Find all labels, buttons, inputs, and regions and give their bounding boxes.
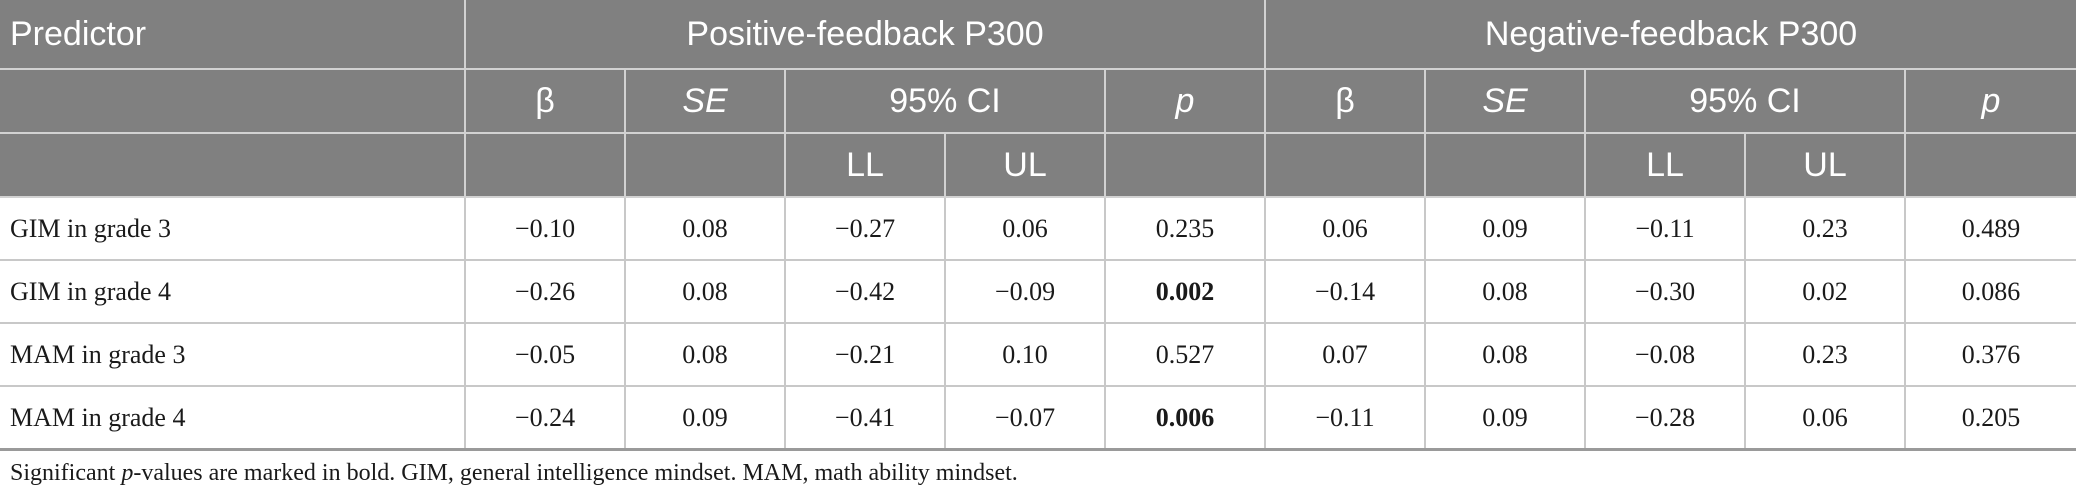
cell-pos-beta: −0.10: [465, 196, 626, 261]
header-neg-ul: UL: [1745, 133, 1906, 198]
row-label: MAM in grade 3: [0, 323, 466, 387]
table-row: MAM in grade 4 −0.24 0.09 −0.41 −0.07 0.…: [0, 386, 2076, 451]
cell-neg-se: 0.08: [1425, 323, 1586, 387]
header-pos-p: p: [1105, 69, 1266, 134]
cell-pos-se: 0.08: [625, 260, 786, 324]
header-blank: [0, 133, 466, 198]
cell-pos-p-significant: 0.006: [1105, 386, 1266, 451]
cell-neg-se: 0.09: [1425, 196, 1586, 261]
cell-neg-p: 0.086: [1905, 260, 2076, 324]
cell-pos-beta: −0.24: [465, 386, 626, 451]
header-neg-beta: β: [1265, 69, 1426, 134]
cell-neg-beta: 0.06: [1265, 196, 1426, 261]
header-blank: [0, 69, 466, 134]
header-pos-se: SE: [625, 69, 786, 134]
cell-neg-beta: −0.11: [1265, 386, 1426, 451]
cell-neg-p: 0.489: [1905, 196, 2076, 261]
header-blank: [1265, 133, 1426, 198]
cell-neg-beta: −0.14: [1265, 260, 1426, 324]
cell-neg-se: 0.09: [1425, 386, 1586, 451]
cell-pos-ll: −0.21: [785, 323, 946, 387]
header-neg-ci: 95% CI: [1585, 69, 1906, 134]
cell-pos-beta: −0.26: [465, 260, 626, 324]
cell-neg-beta: 0.07: [1265, 323, 1426, 387]
header-negative-feedback-p300: Negative-feedback P300: [1265, 0, 2076, 70]
cell-neg-p: 0.205: [1905, 386, 2076, 451]
regression-results-table: Predictor Positive-feedback P300 Negativ…: [0, 0, 2076, 451]
cell-neg-ll: −0.30: [1585, 260, 1746, 324]
table-row: GIM in grade 4 −0.26 0.08 −0.42 −0.09 0.…: [0, 260, 2076, 324]
cell-pos-p: 0.235: [1105, 196, 1266, 261]
cell-pos-p-significant: 0.002: [1105, 260, 1266, 324]
header-pos-beta: β: [465, 69, 626, 134]
header-neg-ll: LL: [1585, 133, 1746, 198]
header-blank: [465, 133, 626, 198]
cell-neg-ul: 0.06: [1745, 386, 1906, 451]
cell-pos-ul: 0.10: [945, 323, 1106, 387]
header-blank: [1425, 133, 1586, 198]
cell-neg-ul: 0.23: [1745, 323, 1906, 387]
row-label: GIM in grade 4: [0, 260, 466, 324]
cell-pos-se: 0.08: [625, 196, 786, 261]
footnote-pre: Significant: [10, 460, 122, 486]
cell-neg-p: 0.376: [1905, 323, 2076, 387]
table-footnote: Significant p-values are marked in bold.…: [10, 460, 1018, 487]
results-table-container: Predictor Positive-feedback P300 Negativ…: [0, 0, 2076, 451]
cell-pos-ul: −0.09: [945, 260, 1106, 324]
cell-neg-ul: 0.23: [1745, 196, 1906, 261]
cell-neg-ll: −0.11: [1585, 196, 1746, 261]
cell-pos-ll: −0.27: [785, 196, 946, 261]
cell-pos-ll: −0.42: [785, 260, 946, 324]
header-pos-ci: 95% CI: [785, 69, 1106, 134]
cell-neg-ul: 0.02: [1745, 260, 1906, 324]
cell-pos-se: 0.08: [625, 323, 786, 387]
header-blank: [1105, 133, 1266, 198]
header-pos-ll: LL: [785, 133, 946, 198]
cell-pos-beta: −0.05: [465, 323, 626, 387]
header-blank: [625, 133, 786, 198]
cell-neg-se: 0.08: [1425, 260, 1586, 324]
header-positive-feedback-p300: Positive-feedback P300: [465, 0, 1266, 70]
header-pos-ul: UL: [945, 133, 1106, 198]
cell-pos-ul: −0.07: [945, 386, 1106, 451]
header-neg-se: SE: [1425, 69, 1586, 134]
header-neg-p: p: [1905, 69, 2076, 134]
cell-pos-p: 0.527: [1105, 323, 1266, 387]
table-row: MAM in grade 3 −0.05 0.08 −0.21 0.10 0.5…: [0, 323, 2076, 387]
cell-pos-ll: −0.41: [785, 386, 946, 451]
row-label: MAM in grade 4: [0, 386, 466, 451]
table-row: GIM in grade 3 −0.10 0.08 −0.27 0.06 0.2…: [0, 196, 2076, 261]
header-predictor: Predictor: [0, 0, 466, 70]
cell-neg-ll: −0.28: [1585, 386, 1746, 451]
header-blank: [1905, 133, 2076, 198]
footnote-post: -values are marked in bold. GIM, general…: [133, 460, 1018, 486]
footnote-p-letter: p: [121, 460, 134, 486]
cell-pos-se: 0.09: [625, 386, 786, 451]
cell-pos-ul: 0.06: [945, 196, 1106, 261]
row-label: GIM in grade 3: [0, 196, 466, 261]
cell-neg-ll: −0.08: [1585, 323, 1746, 387]
